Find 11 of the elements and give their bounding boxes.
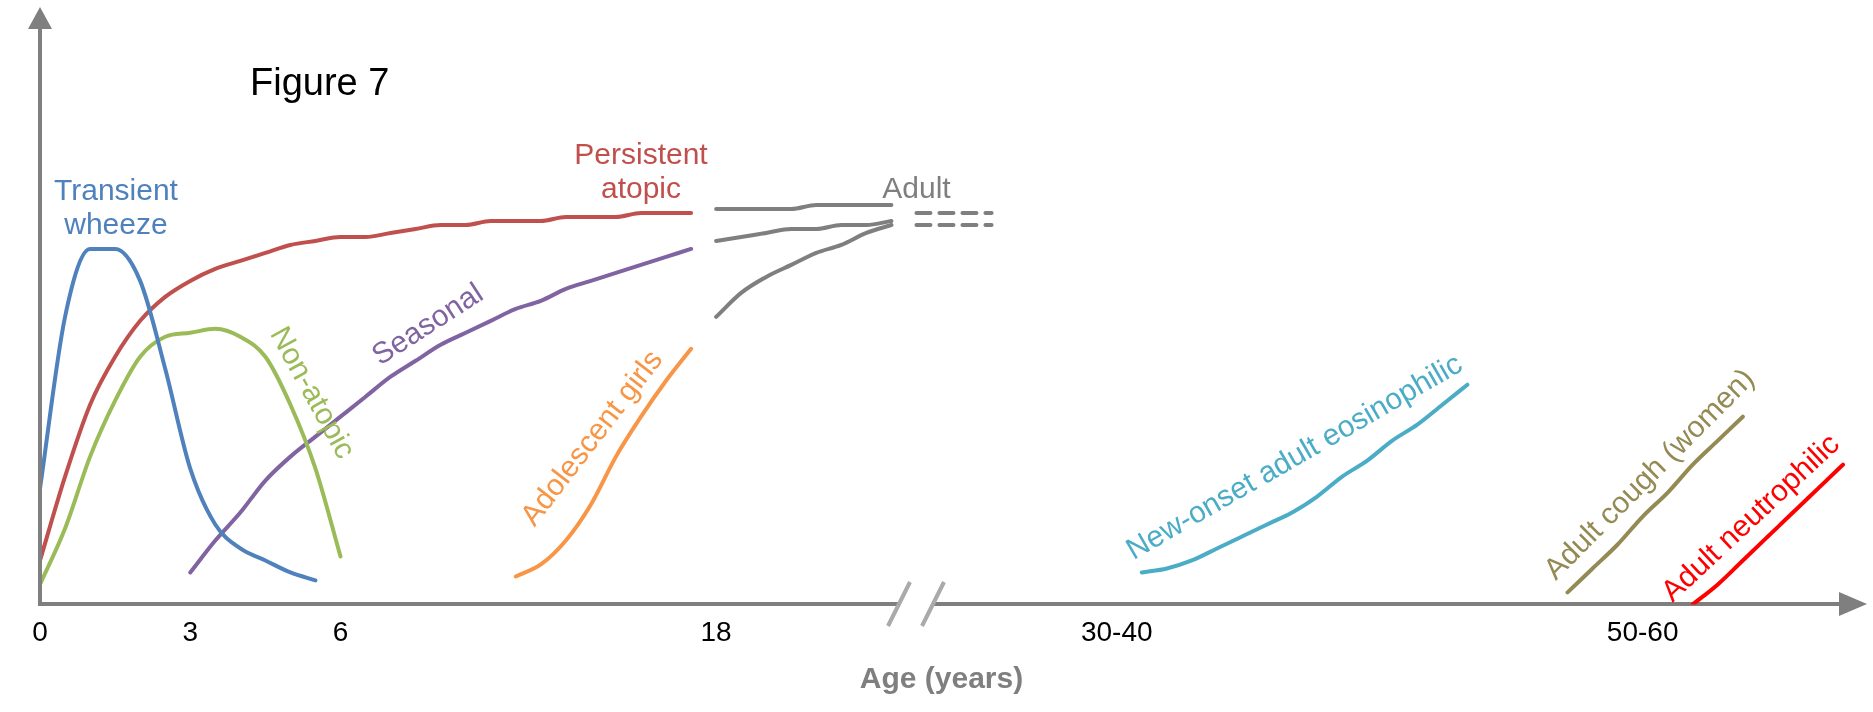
series-label: Transient wheeze [53,173,179,241]
x-tick-label: 3 [182,615,199,647]
x-tick-label: 0 [32,615,48,647]
chart-title: Figure 7 [250,61,390,103]
x-tick-label: 18 [700,615,732,647]
x-axis-title: Age (years) [859,661,1024,695]
x-tick-label: 30-40 [1080,615,1153,647]
x-tick-label: 6 [332,615,349,647]
x-tick-label: 50-60 [1606,615,1679,647]
series-label: Adult [882,171,952,205]
series-label: Persistent atopic [574,137,709,205]
